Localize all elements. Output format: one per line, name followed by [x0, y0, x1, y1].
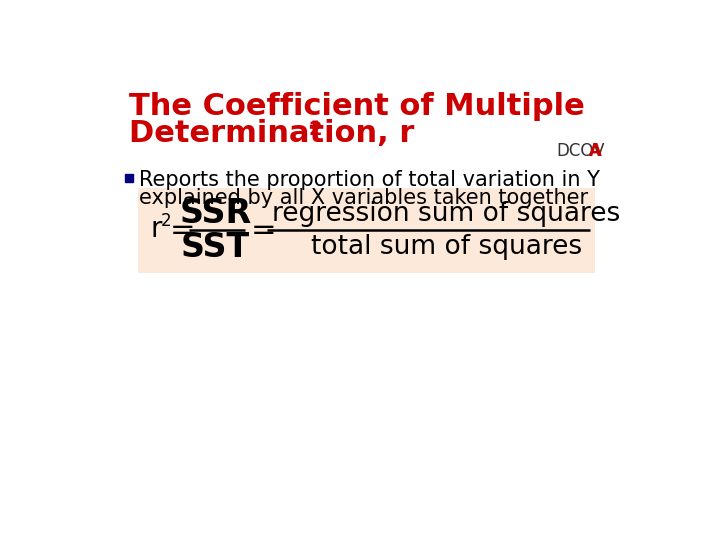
Text: Determination, r: Determination, r [129, 119, 414, 148]
Text: DCOV: DCOV [557, 142, 605, 160]
Text: SSR: SSR [179, 197, 252, 230]
Text: =: = [170, 216, 195, 245]
Text: total sum of squares: total sum of squares [311, 234, 582, 260]
Text: 2: 2 [161, 212, 171, 230]
Text: regression sum of squares: regression sum of squares [272, 201, 621, 227]
Bar [125, 174, 133, 182]
FancyBboxPatch shape [138, 188, 595, 273]
Text: 2: 2 [309, 120, 322, 139]
Text: r: r [150, 215, 162, 243]
Text: explained by all X variables taken together: explained by all X variables taken toget… [139, 188, 588, 208]
Text: A: A [589, 142, 602, 160]
Text: The Coefficient of Multiple: The Coefficient of Multiple [129, 92, 585, 121]
Text: =: = [251, 216, 276, 245]
Text: Reports the proportion of total variation in Y: Reports the proportion of total variatio… [139, 170, 600, 190]
Text: SST: SST [181, 231, 250, 264]
